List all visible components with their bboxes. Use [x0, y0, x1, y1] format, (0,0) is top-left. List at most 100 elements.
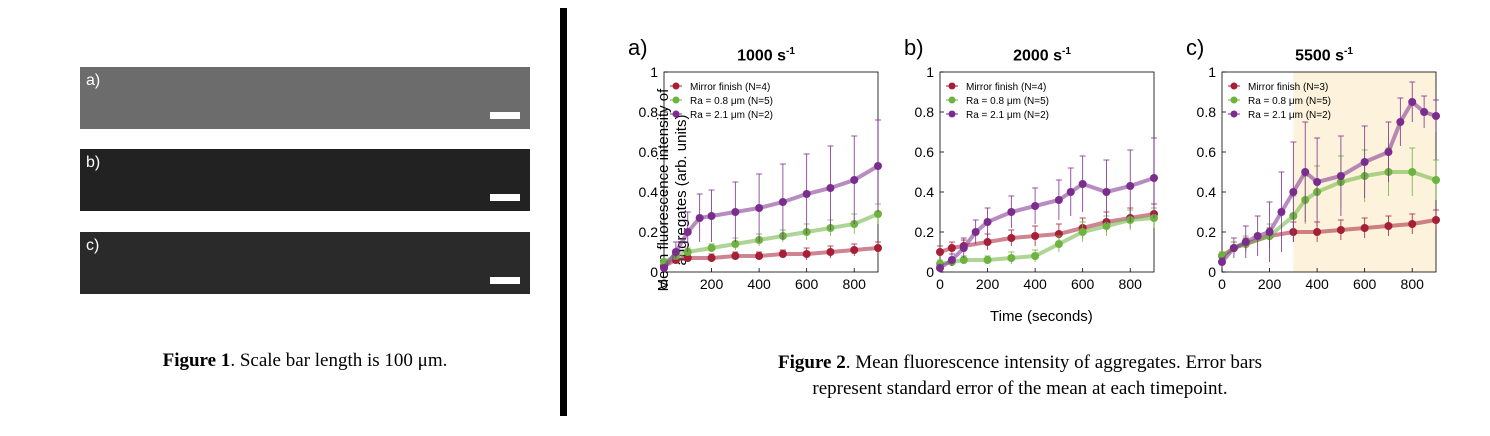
x-tick-label: 800	[1119, 276, 1143, 292]
x-tick-label: 600	[1071, 276, 1095, 292]
data-point	[1031, 232, 1040, 240]
y-tick-label: 1	[926, 64, 934, 80]
data-point	[731, 208, 740, 216]
x-tick-label: 400	[1023, 276, 1047, 292]
data-point	[1007, 254, 1016, 262]
data-point	[826, 248, 835, 256]
legend-entry: Mirror finish (N=4)	[690, 82, 770, 93]
figure1-caption-text: . Scale bar length is 100 μm.	[230, 350, 448, 371]
data-point	[802, 190, 811, 198]
data-point	[1432, 216, 1440, 224]
x-tick-label: 400	[747, 276, 771, 292]
data-point	[1277, 208, 1286, 216]
legend-entry: Mirror finish (N=4)	[966, 82, 1046, 93]
y-tick-label: 0	[1208, 264, 1216, 280]
legend-entry: Ra = 0.8 μm (N=5)	[1248, 96, 1331, 107]
data-point	[755, 204, 764, 212]
chart-panel-b: 0 200 400 600 800 0 0.2 0.4 0.6 0.8 1 Mirror finish…	[915, 64, 1158, 292]
data-point	[707, 212, 716, 220]
data-point	[1336, 172, 1345, 180]
x-tick-label: 800	[1401, 276, 1425, 292]
y-tick-label: 0.8	[915, 104, 935, 120]
data-point	[983, 218, 992, 226]
data-point	[1102, 222, 1111, 230]
y-tick-label: 0.6	[915, 144, 935, 160]
data-point	[1265, 228, 1274, 236]
data-point	[802, 250, 811, 258]
panel-title-exponent: -1	[786, 46, 795, 57]
data-point	[1007, 234, 1016, 242]
legend-marker	[1230, 96, 1238, 104]
micrograph-label: b)	[86, 154, 101, 171]
data-point	[778, 198, 787, 206]
x-tick-label: 200	[976, 276, 1000, 292]
y-tick-label: 0	[650, 264, 658, 280]
x-tick-label: 200	[1258, 276, 1282, 292]
chart-panel-c: 0 200 400 600 800 0 0.2 0.4 0.6 0.8 1 Mirror finish…	[1197, 64, 1440, 292]
scale-bar	[490, 112, 520, 119]
micrograph-a: a)	[80, 67, 530, 129]
x-tick-label: 200	[700, 276, 724, 292]
x-tick-label: 600	[795, 276, 819, 292]
data-point	[947, 256, 956, 264]
legend-entry: Ra = 2.1 μm (N=2)	[966, 110, 1049, 121]
data-point	[959, 256, 968, 264]
figure1-caption: Figure 1. Scale bar length is 100 μm.	[80, 350, 530, 372]
data-point	[1031, 202, 1040, 210]
data-point	[983, 256, 992, 264]
legend-marker	[948, 96, 956, 104]
x-tick-label: 600	[1353, 276, 1377, 292]
data-point	[1078, 180, 1087, 188]
y-tick-label: 0.4	[915, 184, 935, 200]
panel-letter-b: b)	[904, 35, 924, 60]
data-point	[671, 248, 680, 256]
data-point	[1241, 238, 1250, 246]
panel-title-exponent: -1	[1344, 46, 1353, 57]
micrograph-label: a)	[86, 72, 101, 89]
panel-letter-a: a)	[628, 35, 648, 60]
data-point	[1432, 176, 1440, 184]
y-tick-label: 0.4	[639, 184, 659, 200]
panel-title-b: 2000 s-1	[972, 46, 1112, 65]
chart-panel-a: 0 200 400 600 800 0 0.2 0.4 0.6 0.8 1 Mirror finish…	[639, 64, 882, 292]
scale-bar	[490, 194, 520, 201]
data-point	[1007, 208, 1016, 216]
panel-letter-c: c)	[1186, 35, 1205, 60]
data-point	[683, 254, 692, 262]
y-tick-label: 0.2	[915, 224, 935, 240]
data-point	[874, 244, 882, 252]
micrograph-c: c)	[80, 232, 530, 294]
figure2-caption-line1: . Mean fluorescence intensity of aggrega…	[845, 352, 1262, 373]
data-point	[1078, 228, 1087, 236]
data-point	[1313, 228, 1322, 236]
data-point	[1253, 232, 1262, 240]
data-point	[683, 228, 692, 236]
legend-marker	[1230, 82, 1238, 90]
data-point	[1360, 158, 1369, 166]
legend-entry: Ra = 0.8 μm (N=5)	[690, 96, 773, 107]
y-tick-label: 0.8	[1197, 104, 1217, 120]
data-point	[1408, 168, 1417, 176]
data-point	[731, 252, 740, 260]
data-point	[1301, 168, 1310, 176]
data-point	[1054, 240, 1063, 248]
data-point	[1336, 226, 1345, 234]
y-tick-label: 1	[650, 64, 658, 80]
data-point	[936, 264, 944, 272]
panel-title-text: 5500 s	[1295, 47, 1345, 65]
data-point	[850, 246, 859, 254]
data-point	[1432, 112, 1440, 120]
x-axis-label: Time (seconds)	[990, 308, 1093, 325]
data-point	[874, 162, 882, 170]
data-point	[707, 244, 716, 252]
data-point	[1126, 182, 1135, 190]
data-point	[1384, 148, 1393, 156]
data-point	[731, 240, 740, 248]
scale-bar	[490, 277, 520, 284]
data-point	[1054, 196, 1063, 204]
data-point	[936, 248, 944, 256]
figure2-caption: Figure 2. Mean fluorescence intensity of…	[640, 350, 1400, 402]
legend-marker	[1230, 110, 1238, 118]
data-point	[1420, 108, 1429, 116]
data-point	[1229, 244, 1238, 252]
